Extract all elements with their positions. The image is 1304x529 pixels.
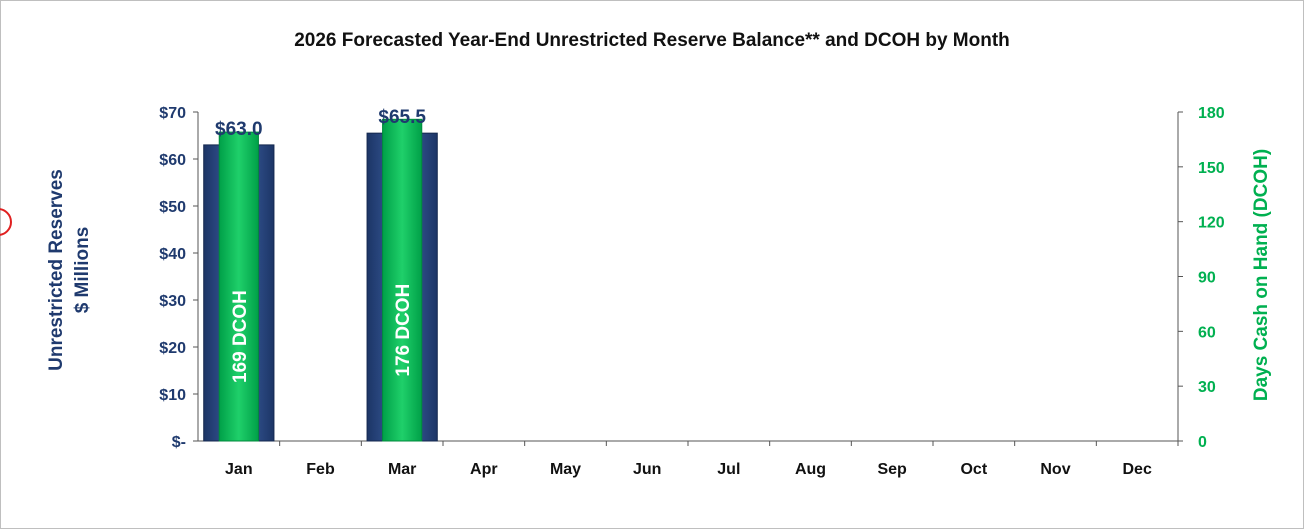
x-tick-label: Aug: [795, 461, 826, 478]
y-left-tick-label: $70: [159, 105, 186, 122]
x-tick-label: Feb: [306, 461, 335, 478]
y-left-tick-label: $20: [159, 340, 186, 357]
y-right-tick-label: 60: [1198, 324, 1216, 341]
x-tick-label: Oct: [960, 461, 987, 478]
x-tick-label: Mar: [388, 461, 416, 478]
y-right-tick-label: 150: [1198, 160, 1225, 177]
y-right-tick-label: 120: [1198, 215, 1225, 232]
x-tick-label: Apr: [470, 461, 498, 478]
x-tick-label: Jun: [633, 461, 661, 478]
dcoh-bar: [218, 131, 259, 442]
reserve-bar-label: $65.5: [378, 107, 426, 128]
bars-group: [203, 118, 438, 442]
labels-group: $63.0 169 DCOH $65.5 176 DCOH: [215, 107, 426, 383]
y-left-tick-label: $60: [159, 152, 186, 169]
y-left-tick-label: $-: [172, 434, 186, 451]
dcoh-bar: [382, 118, 423, 442]
x-tick-label: Jul: [717, 461, 740, 478]
y-left-tick-label: $50: [159, 199, 186, 216]
y-left-tick-label: $40: [159, 246, 186, 263]
y-right-tick-label: 180: [1198, 105, 1225, 122]
y-left-tick-label: $30: [159, 293, 186, 310]
y-right-tick-label: 90: [1198, 270, 1216, 287]
reserve-bar-label: $63.0: [215, 119, 263, 140]
y-left-tick-label: $10: [159, 387, 186, 404]
y-right-tick-label: 0: [1198, 434, 1207, 451]
dcoh-bar-label: 169 DCOH: [230, 290, 251, 383]
x-tick-label: Nov: [1040, 461, 1070, 478]
x-tick-label: May: [550, 461, 581, 478]
x-tick-label: Dec: [1122, 461, 1151, 478]
x-tick-label: Jan: [225, 461, 253, 478]
x-tick-label: Sep: [877, 461, 907, 478]
axes-group: $- $10 $20 $30 $40 $50 $60 $70 0 30 60 90 120 150 180 J…: [159, 105, 1225, 478]
dcoh-bar-label: 176 DCOH: [393, 284, 414, 377]
chart-title: 2026 Forecasted Year-End Unrestricted Re…: [294, 30, 1010, 51]
y-right-tick-label: 30: [1198, 379, 1216, 396]
